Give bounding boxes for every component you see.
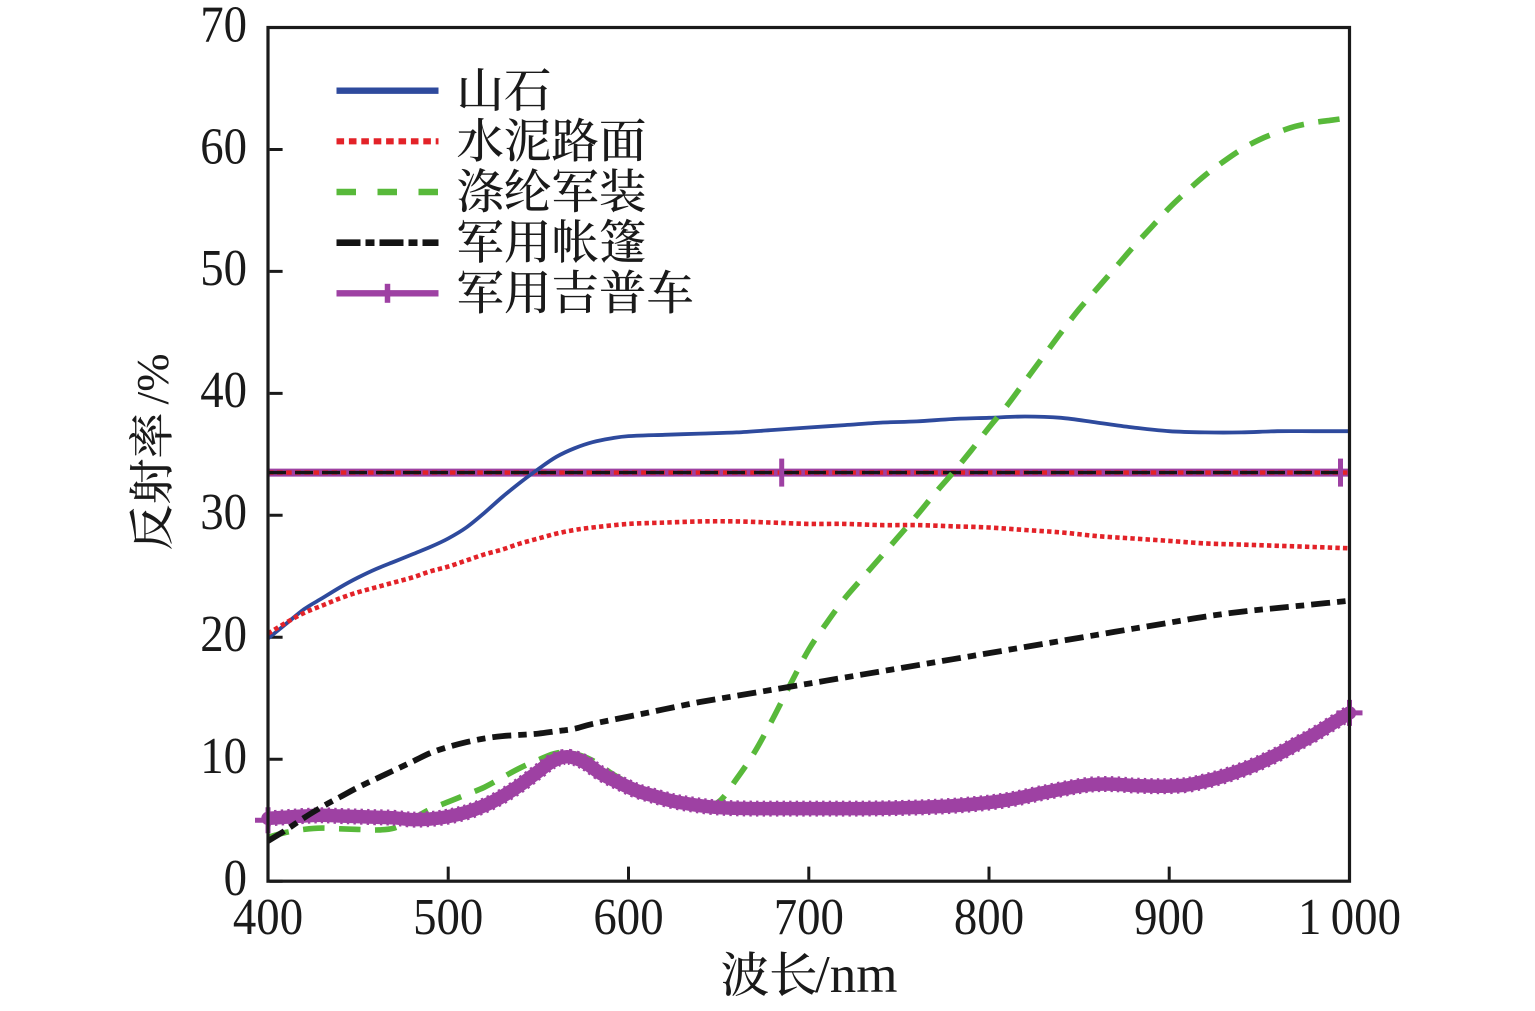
svg-text:900: 900 <box>1134 888 1204 946</box>
svg-text:/nm: /nm <box>815 946 897 1004</box>
svg-text:50: 50 <box>200 239 247 297</box>
svg-text:20: 20 <box>200 605 247 663</box>
svg-text:600: 600 <box>593 888 663 946</box>
svg-text:800: 800 <box>954 888 1024 946</box>
svg-text:500: 500 <box>413 888 483 946</box>
svg-text:70: 70 <box>200 0 247 53</box>
svg-text:40: 40 <box>200 361 247 419</box>
svg-text:400: 400 <box>233 888 303 946</box>
svg-text:60: 60 <box>200 117 247 175</box>
svg-text:1 000: 1 000 <box>1298 888 1401 946</box>
svg-text:700: 700 <box>774 888 844 946</box>
svg-text:0: 0 <box>224 849 247 907</box>
svg-text:10: 10 <box>200 727 247 785</box>
svg-text:/%: /% <box>127 353 178 404</box>
svg-text:30: 30 <box>200 483 247 541</box>
